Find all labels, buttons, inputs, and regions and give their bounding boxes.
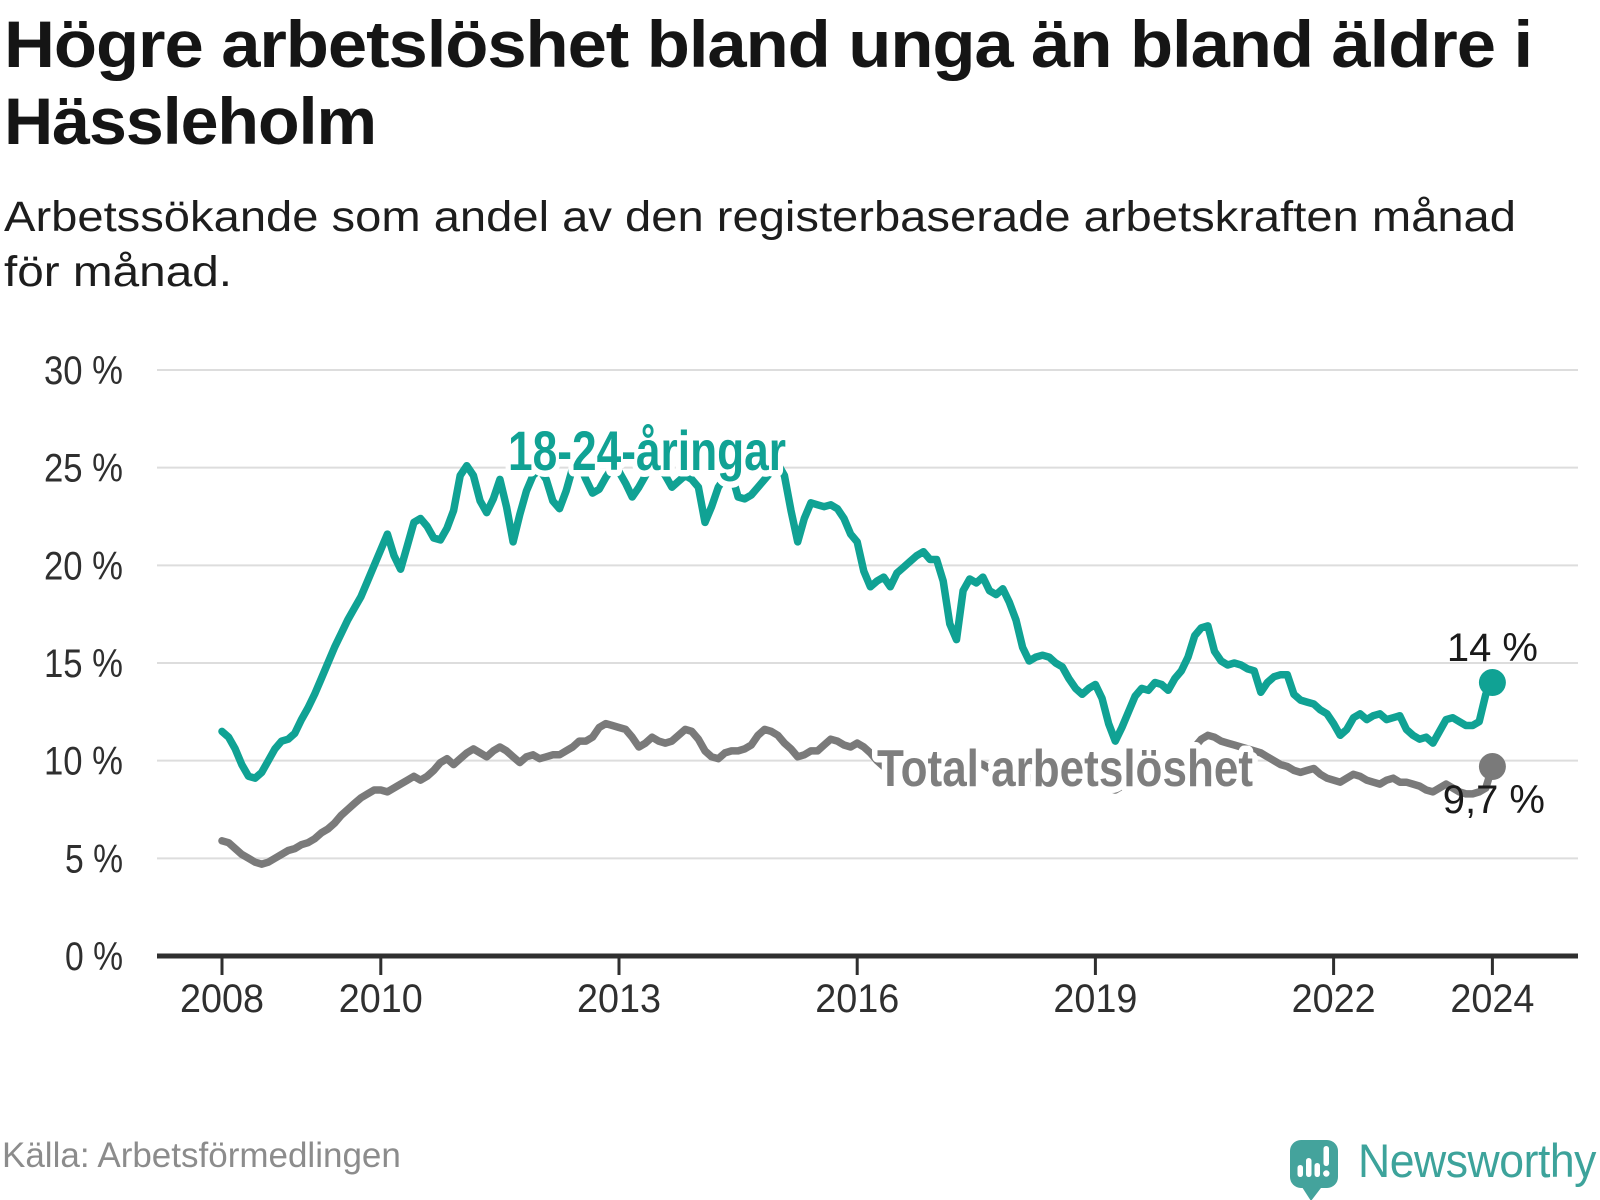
source-note: Källa: Arbetsförmedlingen	[2, 1136, 401, 1175]
series-line	[218, 458, 1497, 782]
y-axis-tick-label: 15 %	[44, 642, 123, 686]
x-axis-tick-label: 2008	[180, 977, 264, 1021]
series-label-youth: 18-24-åringar	[508, 419, 786, 482]
chart-subtitle-line2: för månad.	[4, 248, 232, 296]
x-axis-tick-label: 2024	[1450, 977, 1534, 1021]
annotations: 18-24-åringar Total arbetslöshet 14 % 9,…	[502, 413, 1546, 823]
chart-title-line2: Hässleholm	[4, 84, 376, 158]
x-axis-tick-label: 2019	[1053, 977, 1137, 1021]
plot-area: 0 % 5 % 10 % 15 % 20 % 25 % 30 % 2008 2010 2013 20…	[44, 349, 1578, 1021]
header: Högre arbetslöshet bland unga än bland ä…	[4, 7, 1533, 296]
chart-title-line1: Högre arbetslöshet bland unga än bland ä…	[4, 7, 1532, 81]
y-axis-tick-label: 30 %	[44, 349, 123, 393]
end-dot	[1478, 753, 1506, 781]
x-axis-tick-label: 2013	[577, 977, 661, 1021]
y-axis-tick-label: 20 %	[44, 544, 123, 588]
y-axis-tick-label: 25 %	[44, 447, 123, 491]
newsworthy-logo: Newsworthy	[1290, 1134, 1597, 1200]
footer: Källa: Arbetsförmedlingen Newsworthy	[2, 1134, 1597, 1200]
series-line	[218, 719, 1497, 868]
series-label-total: Total arbetslöshet	[877, 740, 1253, 798]
end-value-label-youth: 14 %	[1447, 626, 1538, 670]
y-axis-tick-label: 0 %	[65, 935, 123, 979]
y-axis-tick-label: 10 %	[44, 740, 123, 784]
chart-subtitle-line1: Arbetssökande som andel av den registerb…	[4, 193, 1516, 241]
newsworthy-pin-barchart-icon	[1290, 1140, 1338, 1200]
y-axis-tick-label: 5 %	[65, 837, 123, 881]
x-axis-tick-label: 2010	[339, 977, 423, 1021]
end-dot	[1478, 669, 1506, 697]
end-value-label-total: 9,7 %	[1443, 778, 1545, 822]
x-axis-tick-label: 2016	[815, 977, 899, 1021]
brand-name: Newsworthy	[1358, 1134, 1597, 1187]
x-axis-tick-label: 2022	[1292, 977, 1376, 1021]
